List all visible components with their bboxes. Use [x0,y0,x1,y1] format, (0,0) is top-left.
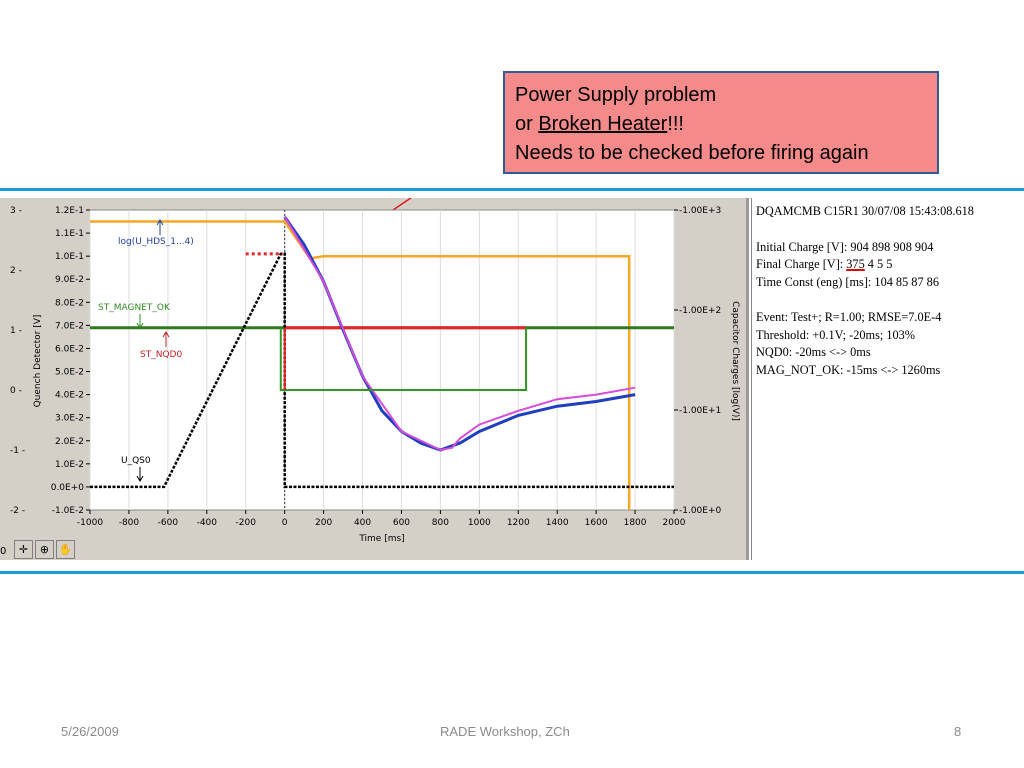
x-axis-label: Time [ms] [358,534,404,544]
label-hds: log(U_HDS_1...4) [118,237,194,247]
magnet-ok-drop-box [279,327,528,391]
arrow-magnet-head [136,322,144,329]
y-left-tick-label: 7.0E-2 [55,321,84,331]
y-axis-left: 1.2E-1 1.1E-1 1.0E-1 9.0E-2 8.0E-2 7.0E-2 6.0E… [51,206,90,516]
series-line-3 [90,252,674,489]
final-charge-prefix: Final Charge [V]: [756,257,847,271]
footer-date: 5/26/2009 [61,724,119,739]
y-left-tick-label: 1.0E-2 [55,460,84,470]
y-far-left-tick-label: 1 - [10,326,22,336]
x-tick-label: 1400 [546,518,569,528]
y-right-tick-label: -1.00E+2 [679,306,721,316]
callout-line-1: Power Supply problem [515,84,717,106]
x-tick-label: -800 [119,518,140,528]
x-tick-label: 1600 [585,518,608,528]
info-time-const: Time Const (eng) [ms]: 104 85 87 86 [756,274,939,289]
arrow-nqd0-head [162,331,170,338]
info-event: Event: Test+; R=1.00; RMSE=7.0E-4 [756,310,942,324]
y-left-tick-label: 1.0E-1 [55,252,84,262]
y-axis-left-label: Quench Detector [V] [33,315,43,408]
x-tick-label: 400 [354,518,371,528]
series-line-0 [90,220,631,510]
callout-prefix: or [515,113,539,135]
callout-box: Power Supply problem or Broken Heater!!!… [503,71,939,174]
callout-line-3: Needs to be checked before firing again [515,142,869,164]
y-far-left-tick-label: 3 - [10,206,22,216]
label-uqs0: U_QS0 [121,456,151,466]
x-tick-label: 800 [432,518,449,528]
y-left-tick-label: 8.0E-2 [55,298,84,308]
arrow-uqs0-head [136,475,144,482]
x-tick-label: 1800 [624,518,647,528]
x-tick-label: 1000 [468,518,491,528]
y-left-tick-label: 5.0E-2 [55,368,84,378]
y-axis-far-left: 3 - 2 - 1 - 0 - -1 - -2 - [10,206,25,516]
bottom-divider [0,571,1024,574]
footer-page-number: 8 [954,724,962,739]
callout-suffix: !!! [667,113,684,135]
y-left-tick-label: 0.0E+0 [51,483,85,493]
y-right-tick-label: -1.00E+3 [679,206,721,216]
y-axis-right-label: Capacitor Charges [log(V)] [730,301,740,421]
x-axis: -1000 -800 -600 -400 -200 0 200 400 600 800 1000 12… [77,510,686,528]
x-tick-label: -1000 [77,518,103,528]
x-tick-label: 600 [393,518,410,528]
y-left-tick-label: 6.0E-2 [55,344,84,354]
graph-toolbar: ✛ ⊕ ✋ [14,540,75,559]
y-left-tick-label: 3.0E-2 [55,414,84,424]
series-line-5 [283,216,636,452]
footer-title: RADE Workshop, ZCh [440,724,570,739]
y-far-left-tick-label: -2 - [10,506,25,516]
info-header: DQAMCMB C15R1 30/07/08 15:43:08.618 [756,204,974,218]
info-spacer-2 [756,292,1023,310]
final-charge-highlight: 375 [846,257,865,271]
x-tick-label: 1200 [507,518,530,528]
plot-area [89,209,675,511]
y-left-tick-label: -1.0E-2 [52,506,84,516]
info-nqd0: NQD0: -20ms <-> 0ms [756,345,871,359]
y-far-left-tick-label: 0 - [10,386,22,396]
info-panel: DQAMCMB C15R1 30/07/08 15:43:08.618 Init… [751,198,1023,560]
cursor-tool-icon[interactable]: ✛ [14,540,33,559]
x-tick-label: -200 [236,518,257,528]
info-final-charge: Final Charge [V]: 375 4 5 5 [756,257,1023,275]
label-nqd0: ST_NQD0 [140,350,182,360]
x-tick-label: 0 [282,518,288,528]
y-far-left-tick-label: -1 - [10,446,25,456]
info-threshold: Threshold: +0.1V; -20ms; 103% [756,327,916,342]
info-mag-not-ok: MAG_NOT_OK: -15ms <-> 1260ms [756,362,941,377]
callout-line-2: or Broken Heater!!! [515,110,927,139]
chart-svg: -1000 -800 -600 -400 -200 0 200 400 600 800 1000 12… [10,198,748,560]
label-magnet-ok: ST_MAGNET_OK [98,303,171,313]
series-layer [90,216,674,510]
top-divider [0,188,1024,191]
zoom-tool-icon[interactable]: ⊕ [35,540,54,559]
final-charge-rest: 4 5 5 [864,257,893,271]
toolbar-caption: 0 [0,546,7,557]
y-right-tick-label: -1.00E+1 [679,406,721,416]
gridlines [89,210,675,510]
y-left-tick-label: 1.2E-1 [55,206,84,216]
callout-underlined: Broken Heater [538,113,668,135]
y-left-tick-label: 9.0E-2 [55,275,84,285]
x-tick-label: -600 [158,518,179,528]
x-tick-label: 200 [315,518,332,528]
y-axis-right: -1.00E+3 -1.00E+2 -1.00E+1 -1.00E+0 [674,206,722,516]
y-left-tick-label: 2.0E-2 [55,437,84,447]
info-initial-charge: Initial Charge [V]: 904 898 908 904 [756,239,934,254]
y-left-tick-label: 1.1E-1 [55,229,84,239]
x-tick-label: -400 [197,518,218,528]
y-right-tick-label: -1.00E+0 [679,506,722,516]
arrow-hds-head [156,219,164,226]
pan-hand-icon[interactable]: ✋ [56,540,75,559]
y-far-left-tick-label: 2 - [10,266,22,276]
info-spacer-1 [756,222,1023,240]
y-left-tick-label: 4.0E-2 [55,391,84,401]
x-tick-label: 2000 [663,518,686,528]
